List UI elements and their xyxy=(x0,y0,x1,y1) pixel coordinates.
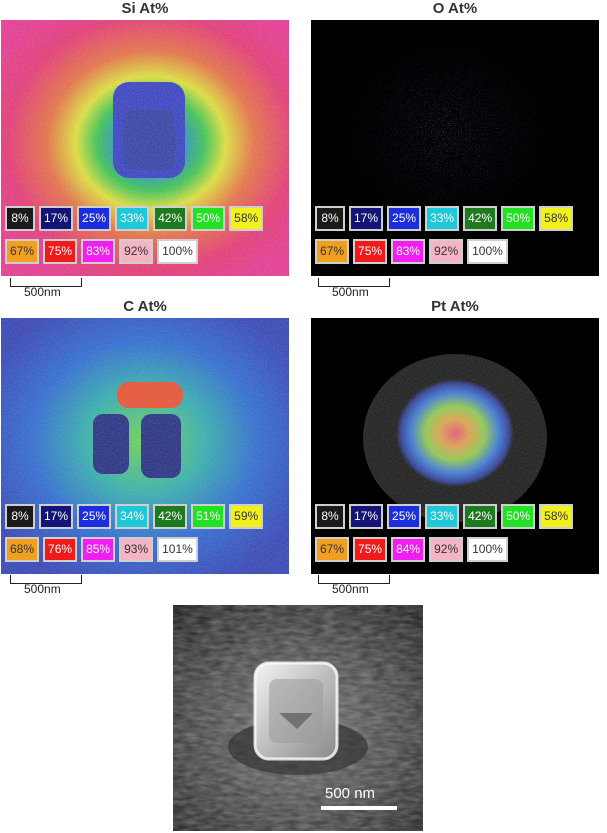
legend-chip: 33% xyxy=(115,206,150,231)
legend-row1: 8% 17% 25% 34% 42% 51% 59% xyxy=(5,504,267,530)
map-o: 8% 17% 25% 33% 42% 50% 58% 67% 75% 83% 92% 100% xyxy=(311,20,599,276)
legend-chip: 42% xyxy=(153,206,188,231)
legend-chip: 100% xyxy=(467,239,508,264)
sem-scalebar-line xyxy=(321,806,397,810)
legend-chip: 25% xyxy=(387,206,422,231)
legend-row1: 8% 17% 25% 33% 42% 50% 58% xyxy=(315,504,577,530)
legend-chip: 42% xyxy=(463,206,498,231)
legend-chip: 33% xyxy=(425,504,460,529)
scalebar-label: 500nm xyxy=(24,285,61,299)
legend-row2: 67% 75% 84% 92% 100% xyxy=(315,537,512,563)
legend-chip: 58% xyxy=(229,206,264,231)
panel-title-c: C At% xyxy=(123,298,167,315)
panel-title-pt: Pt At% xyxy=(431,298,479,315)
legend-row2: 67% 75% 83% 92% 100% xyxy=(5,239,202,265)
legend-chip: 34% xyxy=(115,504,150,529)
legend-chip: 25% xyxy=(77,504,112,529)
scalebar-line xyxy=(318,575,390,584)
legend-chip: 93% xyxy=(119,537,154,562)
legend-chip: 42% xyxy=(463,504,498,529)
legend-chip: 68% xyxy=(5,537,40,562)
legend-chip: 17% xyxy=(39,504,74,529)
legend-chip: 75% xyxy=(353,239,388,264)
map-c: 8% 17% 25% 34% 42% 51% 59% 68% 76% 85% 93% 101% xyxy=(1,318,289,574)
legend-row2: 67% 75% 83% 92% 100% xyxy=(315,239,512,265)
scalebar-label: 500nm xyxy=(332,582,369,596)
legend-chip: 8% xyxy=(5,504,35,529)
legend-chip: 58% xyxy=(539,206,574,231)
legend-chip: 17% xyxy=(39,206,74,231)
legend-chip: 42% xyxy=(153,504,188,529)
legend-chip: 100% xyxy=(157,239,198,264)
legend-chip: 75% xyxy=(353,537,388,562)
legend-row2: 68% 76% 85% 93% 101% xyxy=(5,537,202,563)
sem-image: 500 nm xyxy=(173,605,423,831)
legend-chip: 17% xyxy=(349,206,384,231)
legend-chip: 8% xyxy=(315,206,345,231)
scalebar-label: 500nm xyxy=(332,285,369,299)
legend-chip: 25% xyxy=(387,504,422,529)
legend-chip: 50% xyxy=(191,206,226,231)
legend-chip: 83% xyxy=(391,239,426,264)
scalebar-line xyxy=(10,575,82,584)
legend-chip: 51% xyxy=(191,504,226,529)
legend-chip: 33% xyxy=(425,206,460,231)
panel-title-o: O At% xyxy=(432,0,478,17)
legend-chip: 85% xyxy=(81,537,116,562)
scalebar-line xyxy=(10,278,82,287)
legend-row1: 8% 17% 25% 33% 42% 50% 58% xyxy=(315,206,577,232)
legend-chip: 84% xyxy=(391,537,426,562)
legend-chip: 8% xyxy=(315,504,345,529)
scalebar-label: 500nm xyxy=(24,582,61,596)
legend-chip: 76% xyxy=(43,537,78,562)
legend-chip: 50% xyxy=(501,504,536,529)
legend-chip: 58% xyxy=(539,504,574,529)
legend-chip: 59% xyxy=(229,504,264,529)
legend-chip: 92% xyxy=(429,239,464,264)
legend-chip: 8% xyxy=(5,206,35,231)
scalebar-line xyxy=(318,278,390,287)
legend-chip: 67% xyxy=(5,239,40,264)
legend-chip: 50% xyxy=(501,206,536,231)
legend-chip: 67% xyxy=(315,537,350,562)
legend-row1: 8% 17% 25% 33% 42% 50% 58% xyxy=(5,206,267,232)
legend-chip: 100% xyxy=(467,537,508,562)
legend-chip: 17% xyxy=(349,504,384,529)
legend-chip: 83% xyxy=(81,239,116,264)
panel-title-si: Si At% xyxy=(121,0,169,17)
legend-chip: 25% xyxy=(77,206,112,231)
sem-scalebar-label: 500 nm xyxy=(325,785,376,802)
legend-chip: 101% xyxy=(157,537,198,562)
legend-chip: 67% xyxy=(315,239,350,264)
legend-chip: 92% xyxy=(429,537,464,562)
map-pt: 8% 17% 25% 33% 42% 50% 58% 67% 75% 84% 92% 100% xyxy=(311,318,599,574)
legend-chip: 75% xyxy=(43,239,78,264)
legend-chip: 92% xyxy=(119,239,154,264)
map-si: 8% 17% 25% 33% 42% 50% 58% 67% 75% 83% 92% 100% xyxy=(1,20,289,276)
